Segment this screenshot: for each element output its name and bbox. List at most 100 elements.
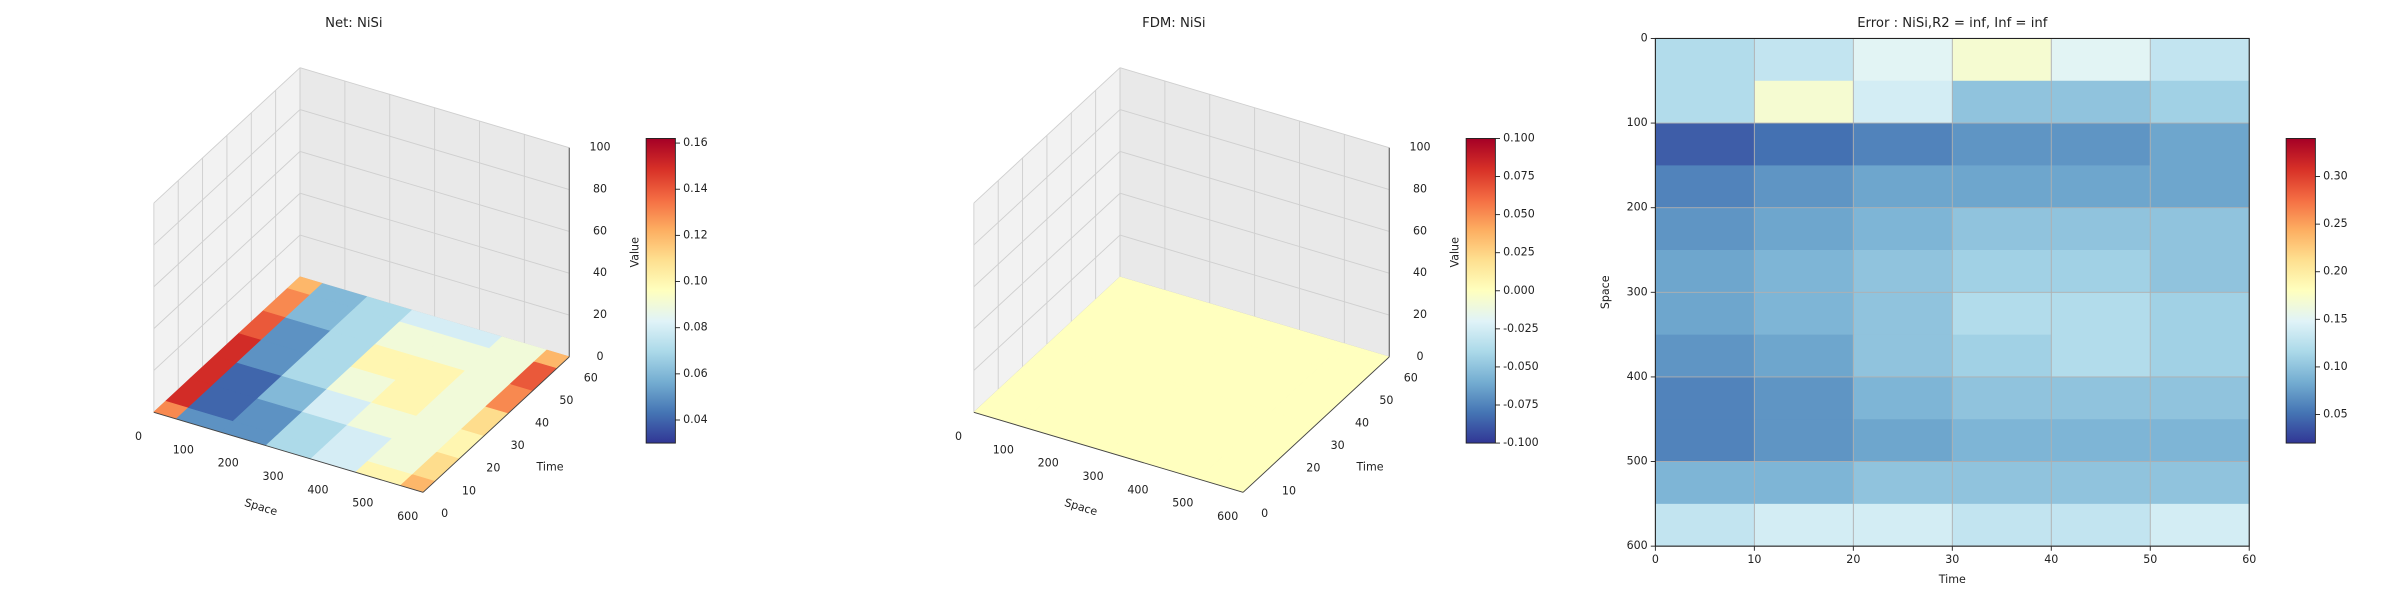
y-tick-label: 40 bbox=[1355, 417, 1369, 430]
heatmap-cell bbox=[1655, 38, 1755, 82]
heatmap-cell bbox=[1754, 123, 1854, 166]
x-tick-label: 100 bbox=[993, 443, 1014, 456]
x-tick-label: 10 bbox=[1747, 553, 1761, 566]
grid-line bbox=[973, 234, 1121, 371]
colorbar-tick-label: 0.025 bbox=[1503, 246, 1535, 259]
heatmap-cell bbox=[1952, 250, 2052, 293]
heatmap-cell bbox=[1853, 165, 1953, 209]
chart-title: Error : NiSi,R2 = inf, Inf = inf bbox=[1857, 16, 2048, 31]
heatmap-cell bbox=[1754, 80, 1854, 124]
x-tick-label: 300 bbox=[1083, 470, 1104, 483]
heatmap-cell bbox=[1655, 165, 1755, 209]
grid-line bbox=[299, 234, 570, 316]
x-tick-label: 60 bbox=[2242, 553, 2256, 566]
heatmap-cell bbox=[2150, 376, 2250, 420]
heatmap-cell bbox=[1754, 461, 1854, 505]
heatmap-cell bbox=[2051, 165, 2151, 209]
heatmap-cell bbox=[1655, 376, 1755, 420]
x-axis-label: Space bbox=[1063, 496, 1099, 518]
x-tick-label: 600 bbox=[1217, 510, 1238, 523]
x-tick-label: 0 bbox=[1652, 553, 1659, 566]
z-tick-label: 0 bbox=[1416, 350, 1423, 363]
grid-line bbox=[153, 234, 301, 371]
heatmap-cell bbox=[1655, 80, 1755, 124]
heatmap-cell bbox=[2051, 38, 2151, 82]
colorbar-tick-label: -0.025 bbox=[1503, 322, 1539, 335]
y-tick-label: 10 bbox=[462, 484, 476, 497]
colorbar-tick-label: 0.000 bbox=[1503, 284, 1535, 297]
z-tick-label: 80 bbox=[593, 183, 607, 196]
x-tick-label: 500 bbox=[352, 497, 373, 510]
z-tick-label: 100 bbox=[589, 141, 610, 154]
colorbar-tick-label: -0.075 bbox=[1503, 398, 1539, 411]
colorbar-tick-label: 0.30 bbox=[2323, 170, 2348, 183]
axis-line bbox=[153, 411, 424, 493]
x-axis-label: Space bbox=[243, 496, 279, 518]
x-tick-label: 50 bbox=[2143, 553, 2157, 566]
y-tick-label: 20 bbox=[1306, 462, 1320, 475]
heatmap-cell bbox=[1754, 419, 1854, 462]
grid-line bbox=[153, 192, 301, 329]
heatmap-cell bbox=[1754, 207, 1854, 251]
heatmap-cell bbox=[2150, 38, 2250, 82]
heatmap-cell bbox=[2051, 292, 2151, 336]
axis-line bbox=[973, 411, 1244, 493]
heatmap-cell bbox=[1853, 250, 1953, 293]
x-tick-label: 400 bbox=[307, 483, 328, 496]
heatmap-cell bbox=[1952, 334, 2052, 378]
colorbar bbox=[2285, 138, 2316, 444]
heatmap-cell bbox=[2150, 165, 2250, 209]
z-tick-label: 80 bbox=[1413, 183, 1427, 196]
heatmap-cell bbox=[1952, 503, 2052, 547]
colorbar-tick-label: 0.05 bbox=[2323, 408, 2348, 421]
heatmap-cell bbox=[2051, 123, 2151, 166]
colorbar-tick-label: 0.050 bbox=[1503, 208, 1535, 221]
colorbar bbox=[1465, 138, 1496, 444]
y-tick-label: 200 bbox=[1627, 201, 1648, 214]
x-tick-label: 30 bbox=[1945, 553, 1959, 566]
heatmap-cell bbox=[1952, 123, 2052, 166]
x-tick-label: 200 bbox=[218, 457, 239, 470]
heatmap-cell bbox=[2150, 461, 2250, 505]
heatmap-cell bbox=[1754, 292, 1854, 336]
plot-frame bbox=[1654, 37, 2250, 547]
colorbar bbox=[645, 138, 676, 444]
y-tick-label: 30 bbox=[511, 439, 525, 452]
y-tick-label: 0 bbox=[1261, 507, 1268, 520]
heatmap-cell bbox=[1655, 250, 1755, 293]
heatmap-cell bbox=[2150, 503, 2250, 547]
y-tick-label: 60 bbox=[584, 371, 598, 384]
x-tick-label: 0 bbox=[955, 430, 962, 443]
z-tick-label: 100 bbox=[1409, 141, 1430, 154]
heatmap-cell bbox=[2051, 250, 2151, 293]
colorbar-tick-label: 0.04 bbox=[683, 413, 708, 426]
heatmap-cell bbox=[1853, 376, 1953, 420]
grid-line bbox=[1119, 109, 1390, 190]
heatmap-cell bbox=[1952, 419, 2052, 462]
colorbar-tick-label: 0.08 bbox=[683, 321, 708, 334]
heatmap-cell bbox=[2150, 334, 2250, 378]
heatmap-cell bbox=[1952, 376, 2052, 420]
heatmap-cell bbox=[1853, 38, 1953, 82]
colorbar-tick-label: 0.10 bbox=[2323, 360, 2348, 373]
y-tick-label: 0 bbox=[441, 507, 448, 520]
y-tick-label: 0 bbox=[1641, 31, 1648, 44]
heatmap-cell bbox=[2051, 80, 2151, 124]
heatmap-cell bbox=[1655, 419, 1755, 462]
grid-line bbox=[1119, 234, 1390, 316]
heatmap-cell bbox=[2150, 419, 2250, 462]
heatmap-cell bbox=[2051, 334, 2151, 378]
heatmap-cell bbox=[1952, 207, 2052, 251]
heatmap-cell bbox=[2051, 419, 2151, 462]
grid-line bbox=[1119, 150, 1390, 232]
y-axis-label: Space bbox=[1599, 275, 1612, 309]
colorbar-tick-label: 0.20 bbox=[2323, 265, 2348, 278]
y-tick-label: 500 bbox=[1627, 455, 1648, 468]
heatmap-cell bbox=[1655, 292, 1755, 336]
x-tick-label: 600 bbox=[397, 510, 418, 523]
z-tick-label: 20 bbox=[1413, 308, 1427, 321]
grid-line bbox=[973, 67, 1121, 204]
heatmap-cell bbox=[2051, 461, 2151, 505]
heatmap-cell bbox=[1952, 461, 2052, 505]
